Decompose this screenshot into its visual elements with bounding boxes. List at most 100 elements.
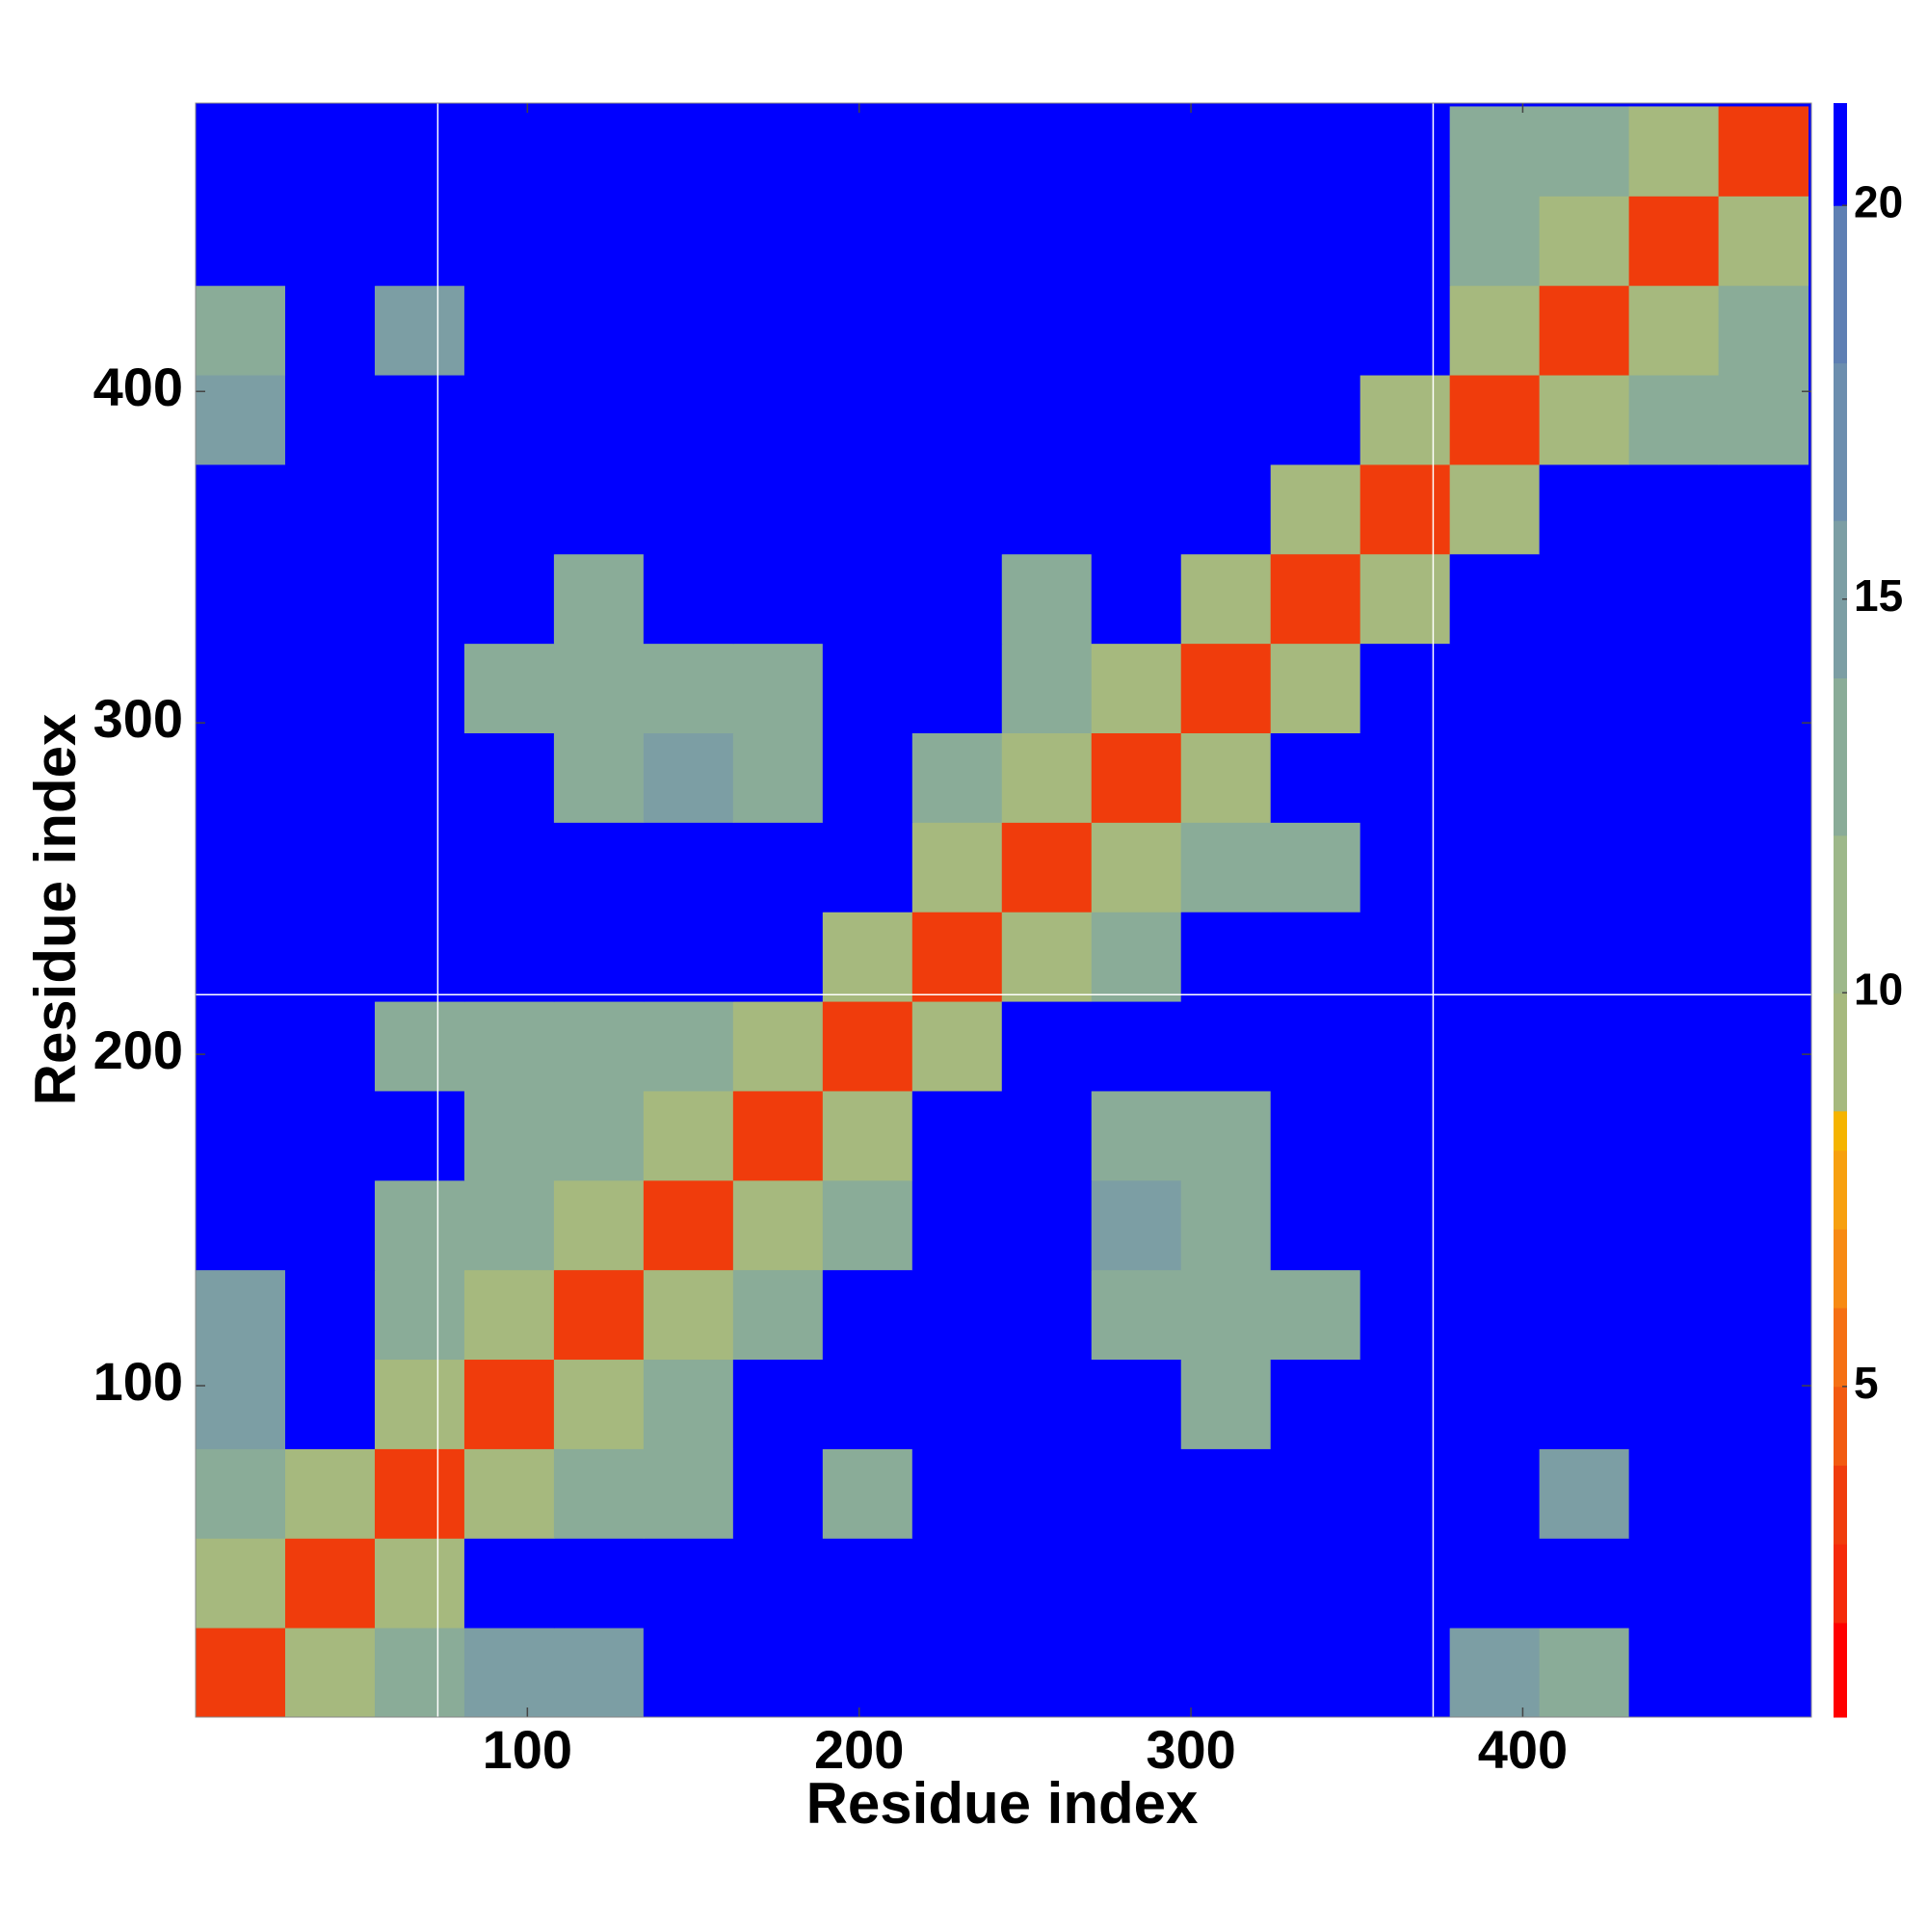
x-tick-label: 100 — [483, 1719, 572, 1780]
heatmap-cell — [374, 1628, 465, 1718]
heatmap-cell — [911, 643, 1003, 733]
heatmap-cell — [1001, 1448, 1093, 1539]
heatmap-cell — [1359, 196, 1451, 286]
heatmap-cell — [732, 912, 824, 1002]
heatmap-cell — [463, 822, 555, 913]
heatmap-cell — [911, 1538, 1003, 1628]
heatmap-cell — [1718, 1448, 1809, 1539]
heatmap-cell — [1449, 1538, 1541, 1628]
heatmap-cell — [1091, 912, 1182, 1002]
heatmap-cell — [643, 463, 734, 555]
heatmap-cell — [1718, 1001, 1809, 1092]
plot-frame — [195, 102, 1812, 1718]
heatmap-cell — [1091, 1269, 1182, 1361]
heatmap-cell — [553, 1538, 645, 1628]
heatmap-cell — [284, 553, 376, 645]
heatmap-cell — [1091, 1628, 1182, 1718]
heatmap-cell — [1449, 912, 1541, 1002]
heatmap-cell — [284, 1001, 376, 1092]
heatmap-cell — [911, 1628, 1003, 1718]
heatmap-cell — [822, 285, 913, 376]
heatmap-cell — [1180, 106, 1272, 197]
heatmap-cell — [643, 1269, 734, 1361]
heatmap-cell — [1001, 1359, 1093, 1449]
heatmap-cell — [732, 1090, 824, 1181]
heatmap-cell — [1270, 732, 1361, 823]
heatmap-cell — [1270, 1359, 1361, 1449]
heatmap-cell — [1718, 375, 1809, 465]
heatmap-cell — [1180, 1001, 1272, 1092]
heatmap-cell — [196, 1001, 286, 1092]
heatmap-cell — [463, 463, 555, 555]
heatmap-cell — [1001, 1538, 1093, 1628]
heatmap-cell — [1718, 822, 1809, 913]
heatmap-cell — [1539, 643, 1630, 733]
heatmap-cell — [1180, 822, 1272, 913]
heatmap-cell — [553, 732, 645, 823]
heatmap-cell — [1001, 285, 1093, 376]
heatmap-cell — [1091, 375, 1182, 465]
heatmap-cell — [1359, 1001, 1451, 1092]
heatmap-cell — [196, 1538, 286, 1628]
heatmap-cell — [1718, 912, 1809, 1002]
heatmap-cell — [553, 106, 645, 197]
heatmap-cell — [732, 1538, 824, 1628]
heatmap-cell — [1718, 732, 1809, 823]
heatmap-cell — [1539, 285, 1630, 376]
heatmap-cell — [822, 1179, 913, 1271]
heatmap-cell — [643, 106, 734, 197]
heatmap-cell — [1270, 1269, 1361, 1361]
heatmap-cell — [643, 1448, 734, 1539]
heatmap-cell — [1001, 1628, 1093, 1718]
colorbar-band — [1834, 1544, 1847, 1624]
heatmap-cell — [1449, 1179, 1541, 1271]
heatmap-cell — [374, 375, 465, 465]
heatmap-cell — [732, 553, 824, 645]
heatmap-cell — [463, 196, 555, 286]
heatmap-cell — [1001, 732, 1093, 823]
heatmap-cell — [911, 912, 1003, 1002]
heatmap-cell — [553, 375, 645, 465]
heatmap-cell — [822, 463, 913, 555]
colorbar-tick-label: 5 — [1854, 1358, 1879, 1408]
heatmap-cell — [1628, 1448, 1720, 1539]
colorbar-band — [1834, 1110, 1847, 1151]
heatmap-cell — [643, 822, 734, 913]
heatmap-cell — [1539, 1538, 1630, 1628]
heatmap-cell — [1539, 822, 1630, 913]
heatmap-cell — [1628, 1628, 1720, 1718]
heatmap-cell — [284, 463, 376, 555]
heatmap-cell — [732, 732, 824, 823]
heatmap-cell — [1628, 1269, 1720, 1361]
heatmap-cell — [1091, 643, 1182, 733]
heatmap-cell — [374, 1179, 465, 1271]
heatmap-cell — [374, 822, 465, 913]
colorbar-tick-label: 10 — [1854, 964, 1903, 1014]
y-tick-label: 400 — [93, 357, 183, 417]
heatmap-cell — [1449, 1448, 1541, 1539]
colorbar-band — [1834, 1229, 1847, 1309]
heatmap-cell — [374, 1001, 465, 1092]
heatmap-cell — [1628, 375, 1720, 465]
heatmap-cell — [1001, 106, 1093, 197]
heatmap-cell — [553, 1359, 645, 1449]
heatmap-cell — [1270, 912, 1361, 1002]
heatmap-cell — [1270, 1538, 1361, 1628]
heatmap-cell — [1180, 1628, 1272, 1718]
heatmap-cell — [1270, 375, 1361, 465]
heatmap-cell — [196, 912, 286, 1002]
heatmap-cell — [1628, 1001, 1720, 1092]
y-tick-label: 300 — [93, 688, 183, 749]
heatmap-cell — [1718, 1179, 1809, 1271]
heatmap-cell — [822, 106, 913, 197]
heatmap-cell — [1628, 732, 1720, 823]
heatmap-cell — [1718, 463, 1809, 555]
heatmap-cell — [196, 106, 286, 197]
heatmap-cell — [1180, 1538, 1272, 1628]
colorbar-band — [1834, 1150, 1847, 1230]
heatmap-cell — [822, 1001, 913, 1092]
heatmap-cell — [643, 643, 734, 733]
heatmap-cell — [553, 1448, 645, 1539]
